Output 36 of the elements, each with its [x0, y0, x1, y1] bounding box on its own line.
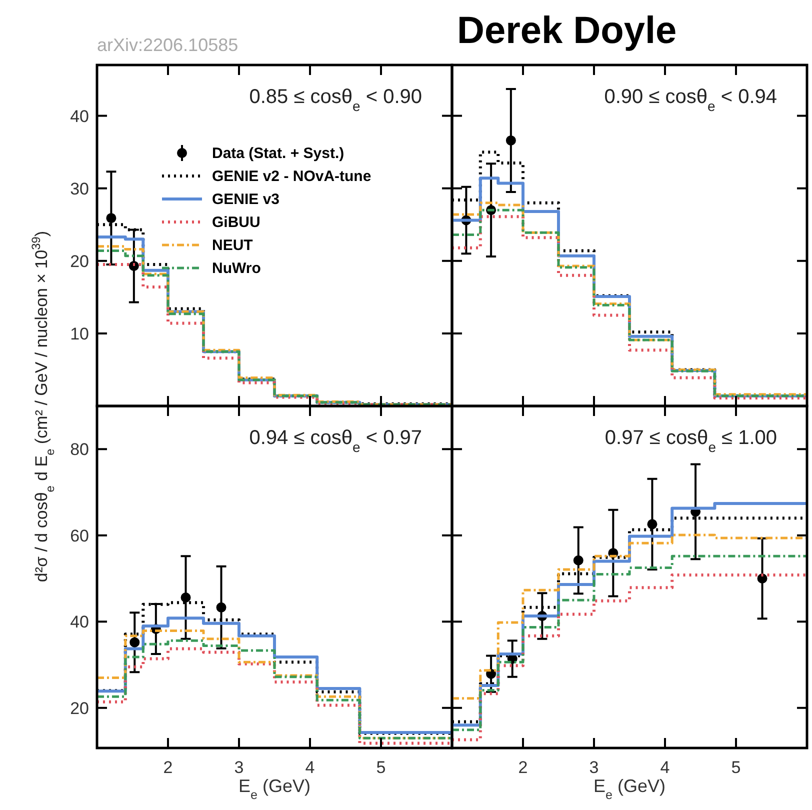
point: [180, 592, 191, 602]
text: 0.90 ≤ cosθ$_{e}$ < 0.94: [604, 86, 777, 114]
x-tick-label: 5: [731, 758, 741, 777]
legend-label: GENIE v2 - NOvA-tune: [212, 168, 372, 185]
y-tick-label: 40: [70, 612, 89, 632]
text: arXiv:2206.10585: [97, 35, 238, 55]
x-tick-label: 4: [660, 758, 670, 777]
point: [757, 574, 768, 584]
y-tick-label: 80: [70, 440, 89, 460]
y-tick-label: 20: [70, 698, 89, 718]
y-tick-label: 60: [70, 526, 89, 546]
x-tick-label: 5: [376, 758, 386, 777]
point: [216, 602, 226, 612]
point: [647, 519, 658, 530]
y-tick-label: 20: [70, 252, 89, 271]
legend-label: GENIE v3: [212, 191, 280, 208]
x-tick-label: 3: [234, 758, 244, 777]
text: 0.94 ≤ cosθ$_{e}$ < 0.97: [249, 427, 422, 455]
point: [573, 555, 584, 566]
x-tick-label: 3: [589, 758, 599, 777]
x-tick-label: 2: [518, 758, 528, 777]
legend-label: NEUT: [212, 237, 253, 254]
text: 0.97 ≤ cosθ$_{e}$ ≤ 1.00: [604, 427, 777, 455]
chart-title: Derek Doyle: [457, 10, 677, 52]
point: [130, 637, 140, 648]
x-axis-title: E$_{e}$ (GeV): [238, 776, 311, 802]
legend-label: Data (Stat. + Syst.): [212, 145, 344, 162]
x-tick-label: 4: [305, 758, 315, 777]
x-axis-title: E$_{e}$ (GeV): [593, 776, 666, 802]
legend-label: NuWro: [212, 260, 261, 277]
text: 0.85 ≤ cosθ$_{e}$ < 0.90: [249, 86, 422, 114]
y-tick-label: 10: [70, 324, 89, 344]
x-tick-label: 2: [163, 758, 173, 777]
y-tick-label: 40: [70, 106, 89, 126]
y-tick-label: 30: [70, 179, 89, 198]
legend-label: GiBUU: [212, 214, 260, 231]
